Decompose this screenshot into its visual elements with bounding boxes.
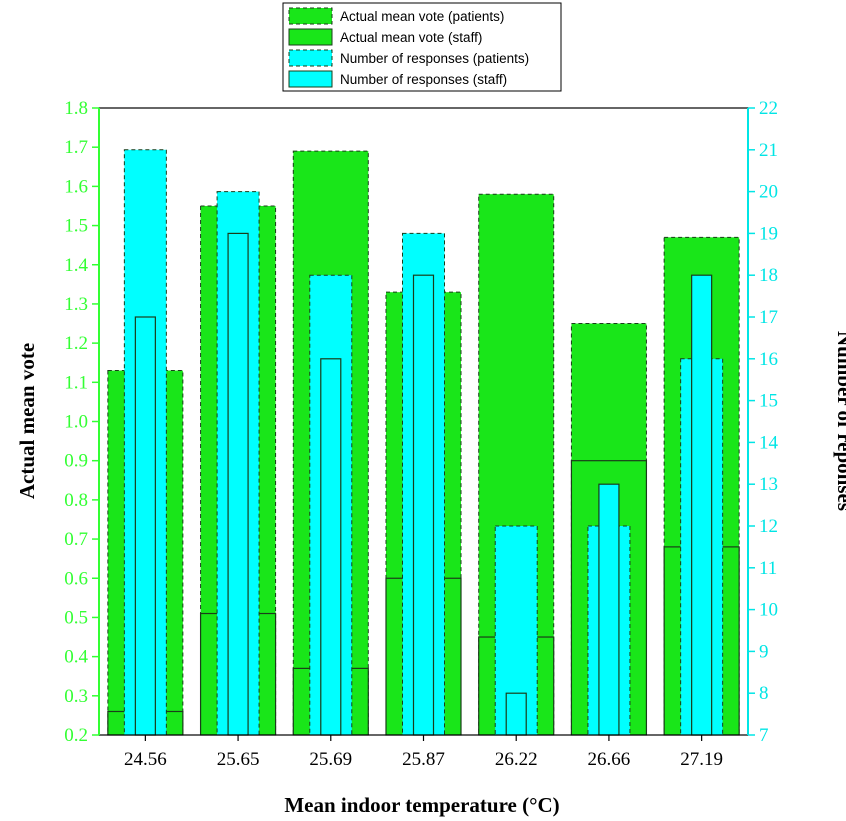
y2-tick-label: 19 [759, 223, 778, 244]
y2-tick-label: 20 [759, 182, 778, 203]
y-tick-label: 1.8 [64, 98, 88, 119]
y2-tick-label: 12 [759, 516, 778, 537]
bar-responses-staff [414, 275, 434, 735]
x-tick-label: 26.66 [588, 749, 631, 770]
x-tick-label: 25.69 [309, 749, 352, 770]
bar-responses-staff [506, 693, 526, 735]
legend-swatch [289, 50, 332, 66]
y-tick-label: 0.4 [64, 647, 88, 668]
legend-swatch [289, 29, 332, 45]
y2-tick-label: 18 [759, 265, 778, 286]
bar-responses-staff [135, 317, 155, 735]
y-tick-label: 1.4 [64, 255, 88, 276]
y-tick-label: 1.0 [64, 412, 88, 433]
legend-swatch [289, 8, 332, 24]
y2-tick-label: 16 [759, 349, 778, 370]
y-tick-label: 1.5 [64, 216, 88, 237]
bar-responses-staff [692, 275, 712, 735]
y2-tick-label: 11 [759, 558, 777, 579]
bar-layer [108, 150, 739, 735]
y-tick-label: 0.2 [64, 725, 88, 746]
x-tick-label: 25.87 [402, 749, 445, 770]
y-tick-label: 1.3 [64, 294, 88, 315]
bar-responses-staff [228, 233, 248, 735]
x-axis-title: Mean indoor temperature (°C) [284, 793, 559, 817]
legend: Actual mean vote (patients) Actual mean v… [283, 3, 561, 91]
x-tick-label: 27.19 [680, 749, 723, 770]
x-tick-label: 26.22 [495, 749, 538, 770]
x-tick-label: 25.65 [217, 749, 260, 770]
y2-tick-label: 22 [759, 98, 778, 119]
x-tick-label: 24.56 [124, 749, 167, 770]
legend-label: Number of responses (staff) [340, 72, 507, 87]
y-tick-label: 0.6 [64, 568, 88, 589]
bar-responses-staff [321, 359, 341, 735]
y2-tick-label: 14 [759, 432, 779, 453]
y2-tick-label: 10 [759, 600, 778, 621]
y2-tick-label: 8 [759, 683, 769, 704]
y2-tick-label: 7 [759, 725, 769, 746]
y2-tick-label: 15 [759, 391, 778, 412]
y2-axis-title: Number of reponses [833, 331, 846, 511]
y-tick-label: 1.7 [64, 137, 88, 158]
y-tick-label: 1.1 [64, 372, 88, 393]
y-tick-label: 0.8 [64, 490, 88, 511]
y2-tick-label: 9 [759, 641, 769, 662]
y2-tick-label: 21 [759, 140, 778, 161]
y2-tick-label: 17 [759, 307, 778, 328]
legend-label: Actual mean vote (staff) [340, 30, 482, 45]
y-axis-title: Actual mean vote [15, 343, 39, 499]
legend-label: Actual mean vote (patients) [340, 9, 504, 24]
bar-responses-staff [599, 484, 619, 735]
y-tick-label: 0.9 [64, 451, 88, 472]
y-tick-label: 0.3 [64, 686, 88, 707]
legend-swatch [289, 71, 332, 87]
legend-label: Number of responses (patients) [340, 51, 529, 66]
y-tick-label: 0.7 [64, 529, 88, 550]
y-tick-label: 1.6 [64, 176, 88, 197]
y2-tick-label: 13 [759, 474, 778, 495]
y-tick-label: 1.2 [64, 333, 88, 354]
y-tick-label: 0.5 [64, 607, 88, 628]
